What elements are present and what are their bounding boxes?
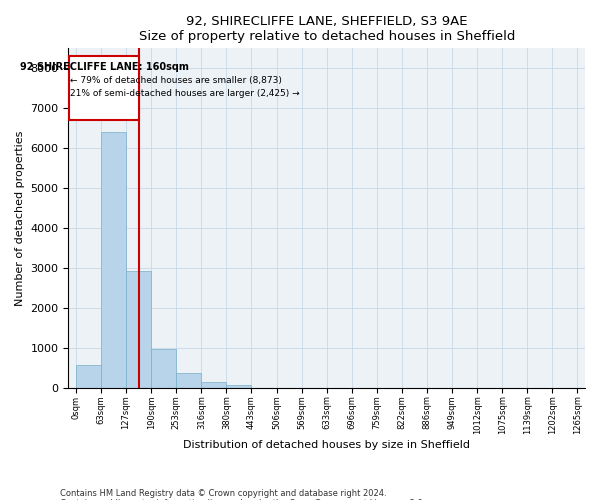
Text: Contains HM Land Registry data © Crown copyright and database right 2024.: Contains HM Land Registry data © Crown c… <box>60 488 386 498</box>
Bar <box>101 132 126 388</box>
Text: ← 79% of detached houses are smaller (8,873): ← 79% of detached houses are smaller (8,… <box>70 76 282 85</box>
Text: 21% of semi-detached houses are larger (2,425) →: 21% of semi-detached houses are larger (… <box>70 90 300 98</box>
Bar <box>202 382 226 388</box>
Bar <box>126 271 151 388</box>
Bar <box>176 374 202 388</box>
Bar <box>226 386 251 388</box>
Y-axis label: Number of detached properties: Number of detached properties <box>15 130 25 306</box>
Bar <box>151 350 176 388</box>
FancyBboxPatch shape <box>69 56 139 120</box>
Bar <box>76 365 101 388</box>
X-axis label: Distribution of detached houses by size in Sheffield: Distribution of detached houses by size … <box>183 440 470 450</box>
Text: 92 SHIRECLIFFE LANE: 160sqm: 92 SHIRECLIFFE LANE: 160sqm <box>20 62 188 72</box>
Title: 92, SHIRECLIFFE LANE, SHEFFIELD, S3 9AE
Size of property relative to detached ho: 92, SHIRECLIFFE LANE, SHEFFIELD, S3 9AE … <box>139 15 515 43</box>
Text: Contains public sector information licensed under the Open Government Licence v3: Contains public sector information licen… <box>60 498 425 500</box>
